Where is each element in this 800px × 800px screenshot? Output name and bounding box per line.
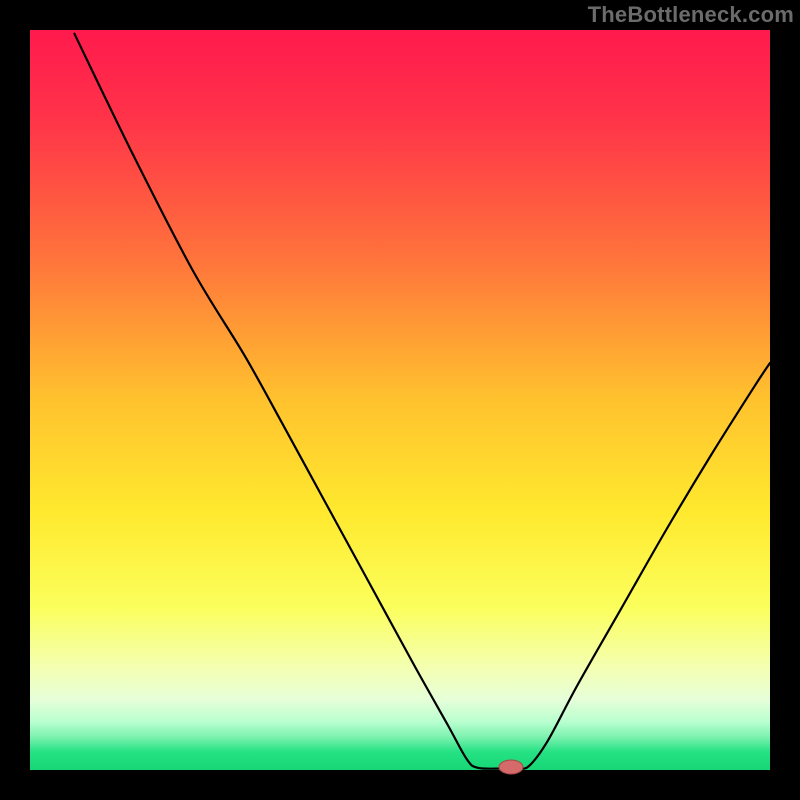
chart-container: TheBottleneck.com bbox=[0, 0, 800, 800]
optimum-marker bbox=[499, 760, 523, 774]
watermark-text: TheBottleneck.com bbox=[588, 2, 794, 28]
plot-background bbox=[30, 30, 770, 770]
bottleneck-chart bbox=[0, 0, 800, 800]
